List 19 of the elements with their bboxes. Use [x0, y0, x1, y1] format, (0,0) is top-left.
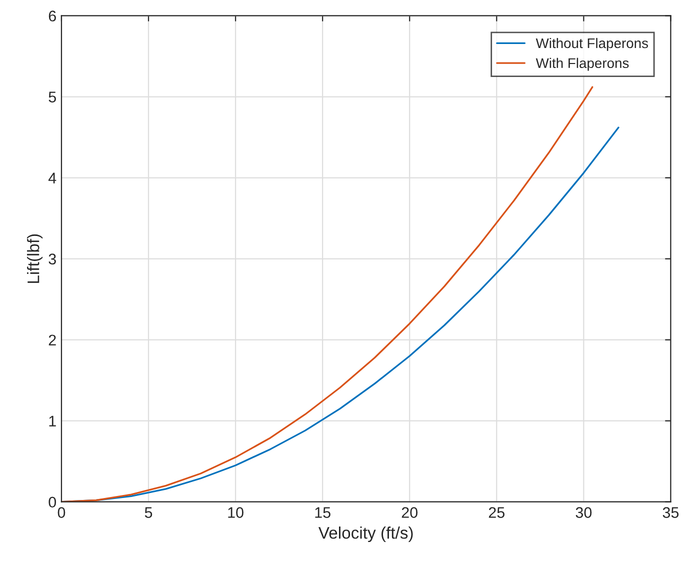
- x-tick-label: 0: [58, 507, 66, 518]
- y-axis-title: Lift(lbf): [27, 234, 43, 283]
- y-tick-label: 4: [48, 172, 56, 184]
- y-tick-label: 2: [48, 334, 56, 346]
- y-tick-label: 3: [48, 254, 56, 264]
- y-tick-label: 1: [49, 416, 56, 426]
- x-axis-title: Velocity (ft/s): [318, 526, 413, 542]
- y-tick-label: 0: [48, 496, 56, 508]
- x-tick-label: 20: [402, 507, 418, 518]
- x-tick-label: 35: [662, 507, 679, 518]
- legend-label: Without Flaperons: [536, 38, 648, 51]
- x-tick-label: 10: [228, 507, 244, 518]
- x-tick-label: 15: [315, 507, 330, 518]
- x-tick-label: 25: [488, 507, 504, 518]
- y-tick-label: 6: [48, 10, 56, 22]
- x-tick-label: 5: [144, 507, 152, 518]
- x-tick-label: 30: [576, 507, 592, 518]
- legend-label: With Flaperons: [536, 58, 629, 71]
- y-tick-label: 5: [48, 92, 56, 102]
